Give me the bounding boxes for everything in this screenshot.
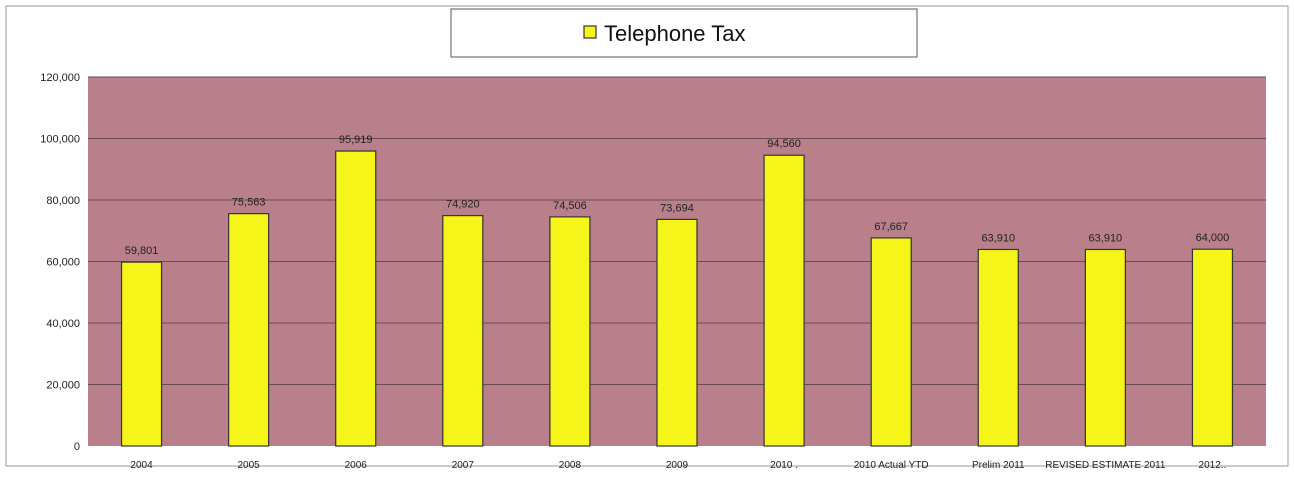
bar xyxy=(442,215,484,447)
legend-swatch xyxy=(583,25,597,39)
x-tick-label: Prelim 2011 xyxy=(972,460,1025,471)
data-label: 75,563 xyxy=(232,197,266,209)
data-label: 95,919 xyxy=(339,134,373,146)
y-tick-label: 60,000 xyxy=(46,257,80,269)
bar xyxy=(1191,248,1234,447)
y-axis-ticks: 0 20,000 40,000 60,000 80,000 100,000 120,000 xyxy=(40,72,80,453)
bar xyxy=(335,150,377,447)
bar xyxy=(120,261,163,447)
data-label: 94,560 xyxy=(767,138,801,150)
x-axis-labels: 2004 2005 2006 2007 2008 2009 2010 . 2010 Actua… xyxy=(130,460,1226,471)
data-label: 73,694 xyxy=(660,202,694,214)
bar xyxy=(763,154,805,447)
data-label: 64,000 xyxy=(1196,232,1230,244)
bar xyxy=(870,237,912,447)
x-tick-label: REVISED ESTIMATE 2011 xyxy=(1045,460,1166,471)
x-tick-label: 2005 xyxy=(238,460,261,471)
bar xyxy=(1084,248,1126,447)
legend: Telephone Tax xyxy=(450,8,918,58)
data-label: 63,910 xyxy=(1089,232,1123,244)
x-tick-label: 2007 xyxy=(452,460,475,471)
bar xyxy=(656,218,698,447)
data-label: 59,801 xyxy=(125,245,159,257)
x-tick-label: 2010 Actual YTD xyxy=(854,460,929,471)
x-tick-label: 2006 xyxy=(345,460,368,471)
x-tick-label: 2008 xyxy=(559,460,582,471)
x-tick-label: 2010 . xyxy=(770,460,798,471)
y-tick-label: 0 xyxy=(74,441,80,453)
data-labels: 59,801 75,563 95,919 74,920 74,506 73,694 94,5… xyxy=(125,134,1230,257)
y-tick-label: 100,000 xyxy=(40,134,80,146)
y-tick-label: 40,000 xyxy=(46,318,80,330)
y-tick-label: 120,000 xyxy=(40,72,80,84)
y-tick-label: 20,000 xyxy=(46,380,80,392)
data-label: 67,667 xyxy=(874,221,908,233)
data-label: 74,506 xyxy=(553,200,587,212)
bars xyxy=(120,150,1234,447)
legend-box xyxy=(450,8,918,58)
x-tick-label: 2004 xyxy=(130,460,153,471)
x-tick-label: 2009 xyxy=(666,460,689,471)
bar xyxy=(228,213,270,447)
legend-label: Telephone Tax xyxy=(604,21,746,46)
x-tick-label: 2012.. xyxy=(1199,460,1227,471)
bar xyxy=(977,248,1019,447)
data-label: 74,920 xyxy=(446,199,480,211)
bar xyxy=(549,216,591,447)
data-label: 63,910 xyxy=(981,232,1015,244)
y-tick-label: 80,000 xyxy=(46,195,80,207)
